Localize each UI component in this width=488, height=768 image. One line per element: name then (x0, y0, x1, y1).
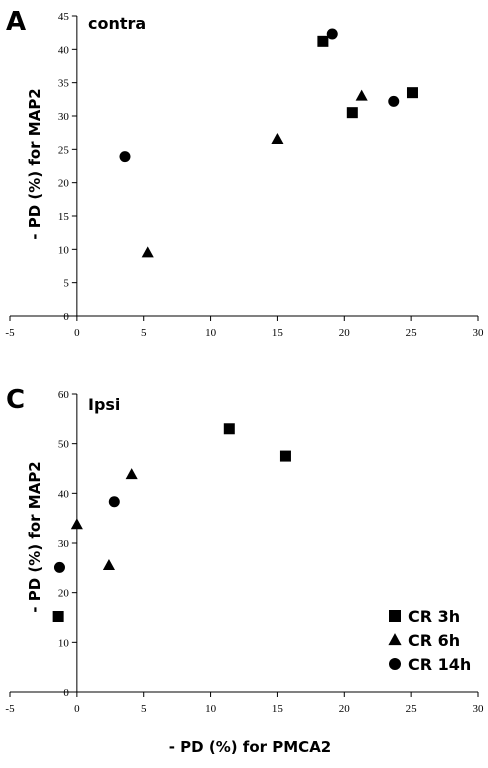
x-tick-label-c: 20 (339, 703, 351, 715)
data-point-c-circle (108, 496, 120, 508)
y-tick-label-c: 20 (58, 588, 70, 600)
y-tick-label-a: 15 (58, 211, 70, 223)
x-tick-label-a: 20 (339, 327, 351, 339)
x-tick-label-a: 0 (74, 327, 80, 339)
y-tick-label-c: 40 (58, 488, 70, 500)
panel-title-ipsi: Ipsi (88, 395, 120, 414)
data-point-a-triangle (141, 246, 154, 258)
data-point-a-square (346, 107, 358, 119)
data-point-a-triangle (271, 133, 284, 145)
x-tick-label-a: 5 (141, 327, 147, 339)
x-tick-label-c: 0 (74, 703, 80, 715)
y-tick-label-c: 10 (58, 637, 70, 649)
legend-marker-square (389, 610, 401, 622)
data-point-a-square (317, 35, 329, 47)
data-point-a-circle (326, 28, 338, 40)
y-tick-label-a: 45 (58, 11, 70, 23)
panel-title-contra: contra (88, 14, 146, 33)
y-axis-label-a: - PD (%) for MAP2 (26, 88, 44, 240)
legend-label-triangle: CR 6h (408, 631, 460, 650)
y-tick-label-c: 30 (58, 538, 70, 550)
data-point-c-triangle (102, 559, 115, 571)
x-tick-label-c: 5 (141, 703, 147, 715)
y-tick-label-a: 35 (58, 78, 70, 90)
y-tick-label-c: 60 (58, 389, 70, 401)
y-tick-label-a: 20 (58, 178, 70, 190)
data-point-c-square (52, 611, 64, 623)
legend-label-circle: CR 14h (408, 655, 471, 674)
data-point-c-triangle (125, 468, 138, 480)
data-point-c-square (223, 423, 235, 435)
x-tick-label-c: 15 (272, 703, 284, 715)
legend-marker-circle (389, 658, 401, 670)
data-point-c-circle (53, 561, 65, 573)
panel-c-ipsi-chart: C Ipsi - PD (%) for MAP2 - PD (%) for PM… (5, 385, 484, 756)
x-tick-label-a: -5 (5, 327, 15, 339)
x-axis-label-c: - PD (%) for PMCA2 (169, 738, 332, 756)
data-point-a-circle (119, 151, 131, 163)
y-tick-label-a: 0 (63, 311, 69, 323)
data-point-a-square (406, 87, 418, 99)
x-tick-label-c: -5 (5, 703, 15, 715)
x-tick-label-a: 15 (272, 327, 284, 339)
data-point-a-triangle (355, 89, 368, 101)
x-tick-label-a: 30 (473, 327, 485, 339)
legend-label-square: CR 3h (408, 607, 460, 626)
panel-a-contra-chart: A contra - PD (%) for MAP2 -5 0 5 10 15 20 25 3… (5, 7, 484, 339)
x-tick-label-c: 25 (406, 703, 418, 715)
legend-marker-triangle (388, 633, 402, 646)
data-point-c-triangle (70, 518, 83, 530)
y-tick-label-a: 10 (58, 244, 70, 256)
x-tick-label-a: 25 (406, 327, 418, 339)
y-tick-label-a: 5 (63, 278, 69, 290)
panel-letter-c: C (6, 385, 25, 415)
y-tick-label-a: 30 (58, 111, 70, 123)
x-tick-label-c: 30 (473, 703, 485, 715)
data-point-a-circle (388, 95, 400, 107)
x-tick-label-c: 10 (205, 703, 217, 715)
y-tick-label-a: 40 (58, 44, 70, 56)
data-point-c-square (279, 450, 291, 462)
y-tick-label-c: 50 (58, 439, 70, 451)
y-tick-label-c: 0 (63, 687, 69, 699)
y-axis-label-c: - PD (%) for MAP2 (26, 461, 44, 613)
x-tick-label-a: 10 (205, 327, 217, 339)
y-tick-label-a: 25 (58, 144, 70, 156)
panel-letter-a: A (6, 7, 26, 37)
